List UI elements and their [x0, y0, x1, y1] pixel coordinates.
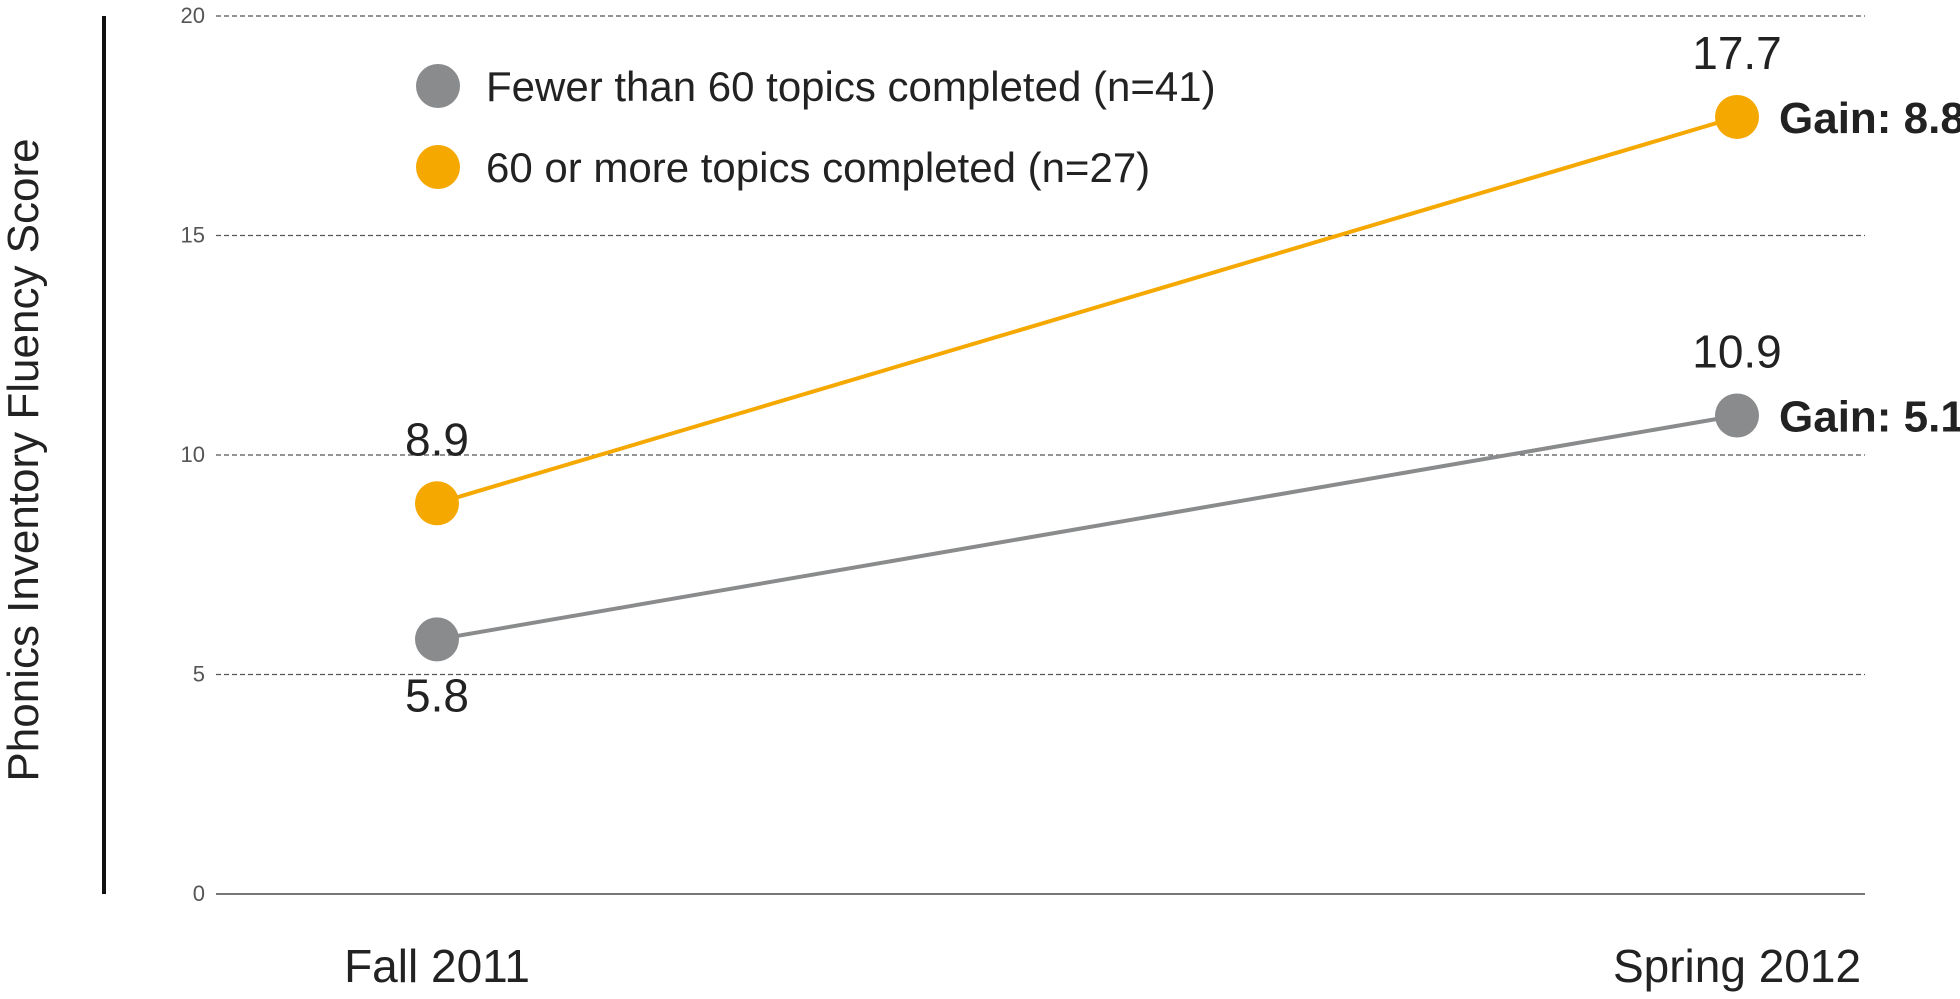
legend-label: 60 or more topics completed (n=27): [486, 144, 1150, 191]
legend-label: Fewer than 60 topics completed (n=41): [486, 63, 1216, 110]
y-tick-label: 0: [193, 881, 205, 906]
y-tick-label: 15: [181, 223, 205, 248]
data-point-marker: [415, 481, 459, 526]
legend: Fewer than 60 topics completed (n=41) 60 …: [416, 63, 1216, 191]
data-value-label: 17.7: [1692, 27, 1782, 79]
data-point-marker: [1715, 393, 1759, 438]
data-point-marker: [415, 617, 459, 662]
x-tick-label: Fall 2011: [344, 940, 530, 992]
gain-label: Gain: 5.1: [1779, 392, 1960, 441]
y-tick-label: 20: [181, 3, 205, 28]
data-value-label: 8.9: [405, 413, 469, 465]
x-tick-labels: Fall 2011 Spring 2012: [344, 940, 1861, 992]
legend-swatch: [416, 64, 460, 108]
y-tick-label: 5: [193, 662, 205, 687]
y-tick-label: 10: [181, 442, 205, 467]
series-line: [436, 413, 1738, 642]
gridlines: [216, 15, 1865, 895]
gain-label: Gain: 8.8: [1779, 94, 1960, 143]
data-value-label: 10.9: [1692, 325, 1782, 377]
legend-swatch: [416, 145, 460, 189]
series-group: [415, 94, 1759, 662]
y-tick-labels: 0 5 10 15 20: [181, 3, 205, 906]
data-labels: 5.8 10.9 Gain: 5.1 8.9 17.7 Gain: 8.8: [405, 27, 1960, 721]
data-value-label: 5.8: [405, 669, 469, 721]
series-line: [436, 115, 1738, 506]
y-axis-title: Phonics Inventory Fluency Score: [0, 138, 48, 781]
x-tick-label: Spring 2012: [1613, 940, 1861, 992]
data-point-marker: [1715, 94, 1759, 139]
